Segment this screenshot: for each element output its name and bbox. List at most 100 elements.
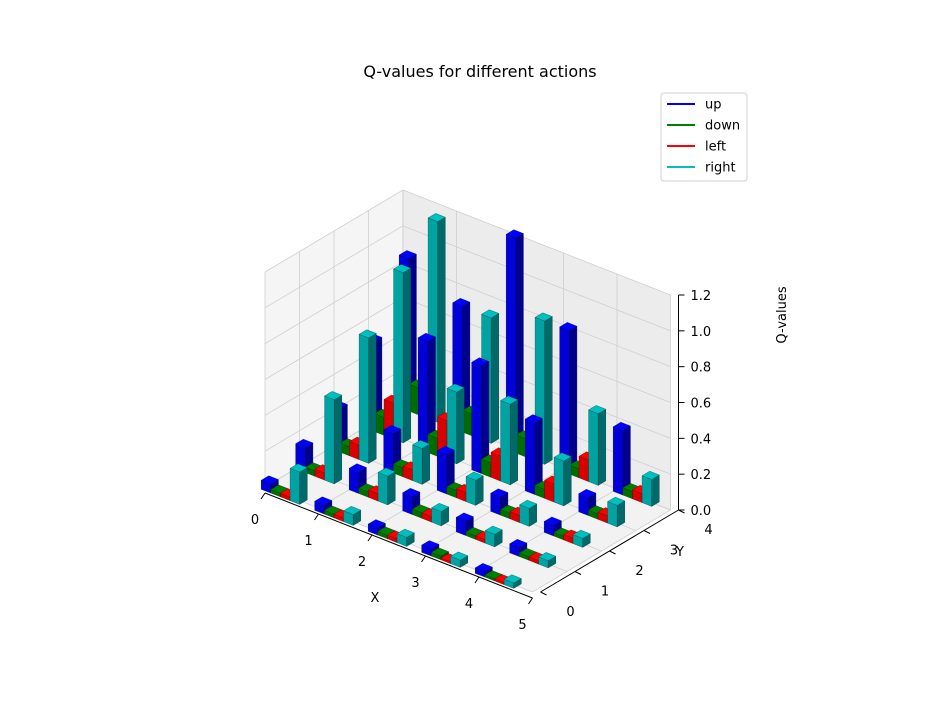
bar-top-face xyxy=(588,405,607,414)
bar-front-face xyxy=(471,362,482,474)
bar-side-face xyxy=(510,399,518,486)
bar-top-face xyxy=(524,414,543,424)
bar-right xyxy=(553,452,572,507)
bar-side-face xyxy=(403,267,411,444)
bar-side-face xyxy=(334,394,342,485)
bar-right xyxy=(588,405,607,486)
bar-top-face xyxy=(324,391,343,400)
x-tick-mark xyxy=(474,576,480,584)
bar-front-face xyxy=(418,337,428,453)
grid-line-z-left xyxy=(264,297,404,380)
bar-front-face xyxy=(465,476,476,506)
bar-top-face xyxy=(446,383,465,393)
bar-top-face xyxy=(471,357,490,367)
bar-top-face xyxy=(553,452,572,462)
bar-top-face xyxy=(402,488,421,497)
z-tick-label: 0.4 xyxy=(691,432,712,447)
legend-label: right xyxy=(705,161,736,176)
bar-top-face xyxy=(393,264,412,273)
bar-top-face xyxy=(367,519,386,529)
x-tick-mark xyxy=(528,597,533,605)
bar-up xyxy=(455,512,474,536)
bar-front-face xyxy=(393,268,404,444)
z-tick-label: 1.2 xyxy=(691,289,712,304)
bar-front-face xyxy=(349,468,359,494)
bar-up xyxy=(559,322,578,475)
bar-front-face xyxy=(553,457,564,507)
bar-top-face xyxy=(505,229,524,239)
bar-right xyxy=(465,471,484,506)
x-tick-mark xyxy=(314,513,319,521)
bar-top-face xyxy=(612,421,631,431)
bar-side-face xyxy=(491,313,499,444)
x-tick-label: 0 xyxy=(251,513,259,528)
bar-top-face xyxy=(534,312,553,322)
bar-front-face xyxy=(437,450,447,495)
bar-top-face xyxy=(377,467,396,477)
y-tick-label: 4 xyxy=(704,523,712,538)
bar-right xyxy=(519,499,538,527)
bar-side-face xyxy=(299,467,308,505)
bar-top-face xyxy=(484,525,503,535)
y-tick-label: 0 xyxy=(566,605,574,620)
x-tick-label: 2 xyxy=(358,555,366,570)
bar-right xyxy=(289,463,308,505)
x-tick-mark xyxy=(260,492,266,500)
bar-side-face xyxy=(475,475,484,506)
bar-front-face xyxy=(358,333,369,464)
x-tick-mark xyxy=(367,534,373,542)
y-axis-label: Y xyxy=(675,545,684,560)
y-tick-label: 3 xyxy=(670,544,678,559)
bar-top-face xyxy=(607,496,626,506)
bar-front-face xyxy=(588,409,599,486)
y-tick-mark xyxy=(643,530,651,534)
bar-top-face xyxy=(412,440,431,449)
z-tick-label: 0.8 xyxy=(691,361,712,376)
bar-right xyxy=(396,528,415,547)
bar-front-face xyxy=(559,326,570,475)
bar-side-face xyxy=(456,387,465,465)
y-tick-mark xyxy=(540,591,547,596)
bar-top-face xyxy=(572,529,591,539)
x-tick-label: 3 xyxy=(411,576,419,591)
bar-right xyxy=(343,506,362,526)
grid-line-z-back xyxy=(402,189,671,296)
axes: 0 1 2 3 4 5 0 1 2 3 4 0.0 0.2 0.4 0.6 0.8 1.0 1.2 xyxy=(251,289,713,633)
bar-right xyxy=(377,467,396,506)
z-tick-label: 1.0 xyxy=(691,325,712,340)
bar-front-face xyxy=(289,468,300,505)
bar-right xyxy=(641,470,660,507)
bar-top-face xyxy=(289,463,308,473)
legend-label: up xyxy=(705,98,722,113)
bar-top-face xyxy=(295,438,314,448)
bar-top-face xyxy=(519,499,538,509)
bar-top-face xyxy=(314,496,333,506)
bar-top-face xyxy=(417,332,436,342)
bar-top-face xyxy=(431,503,450,512)
bar-top-face xyxy=(455,512,474,522)
x-tick-label: 4 xyxy=(465,597,473,612)
bar-up xyxy=(524,414,543,495)
bar-up xyxy=(436,446,455,495)
bar-top-face xyxy=(436,446,455,455)
legend-label: left xyxy=(705,140,726,155)
bar-right xyxy=(431,503,450,527)
z-tick-label: 0.2 xyxy=(691,468,712,483)
bar-right xyxy=(358,329,377,464)
x-tick-label: 1 xyxy=(304,534,312,549)
bar-top-face xyxy=(500,395,519,405)
bar-top-face xyxy=(559,322,578,331)
chart-title: Q-values for different actions xyxy=(363,62,596,81)
x-axis-label: X xyxy=(371,591,380,606)
bar-top-face xyxy=(465,471,484,481)
bar-right xyxy=(503,574,522,589)
bar-front-face xyxy=(525,418,535,495)
legend: up down left right xyxy=(660,92,748,182)
bar-top-face xyxy=(490,488,509,498)
bar-top-face xyxy=(430,547,450,557)
bar-top-face xyxy=(481,309,500,319)
bar-top-face xyxy=(358,329,377,339)
bar-side-face xyxy=(598,408,606,486)
bar-side-face xyxy=(437,216,446,423)
